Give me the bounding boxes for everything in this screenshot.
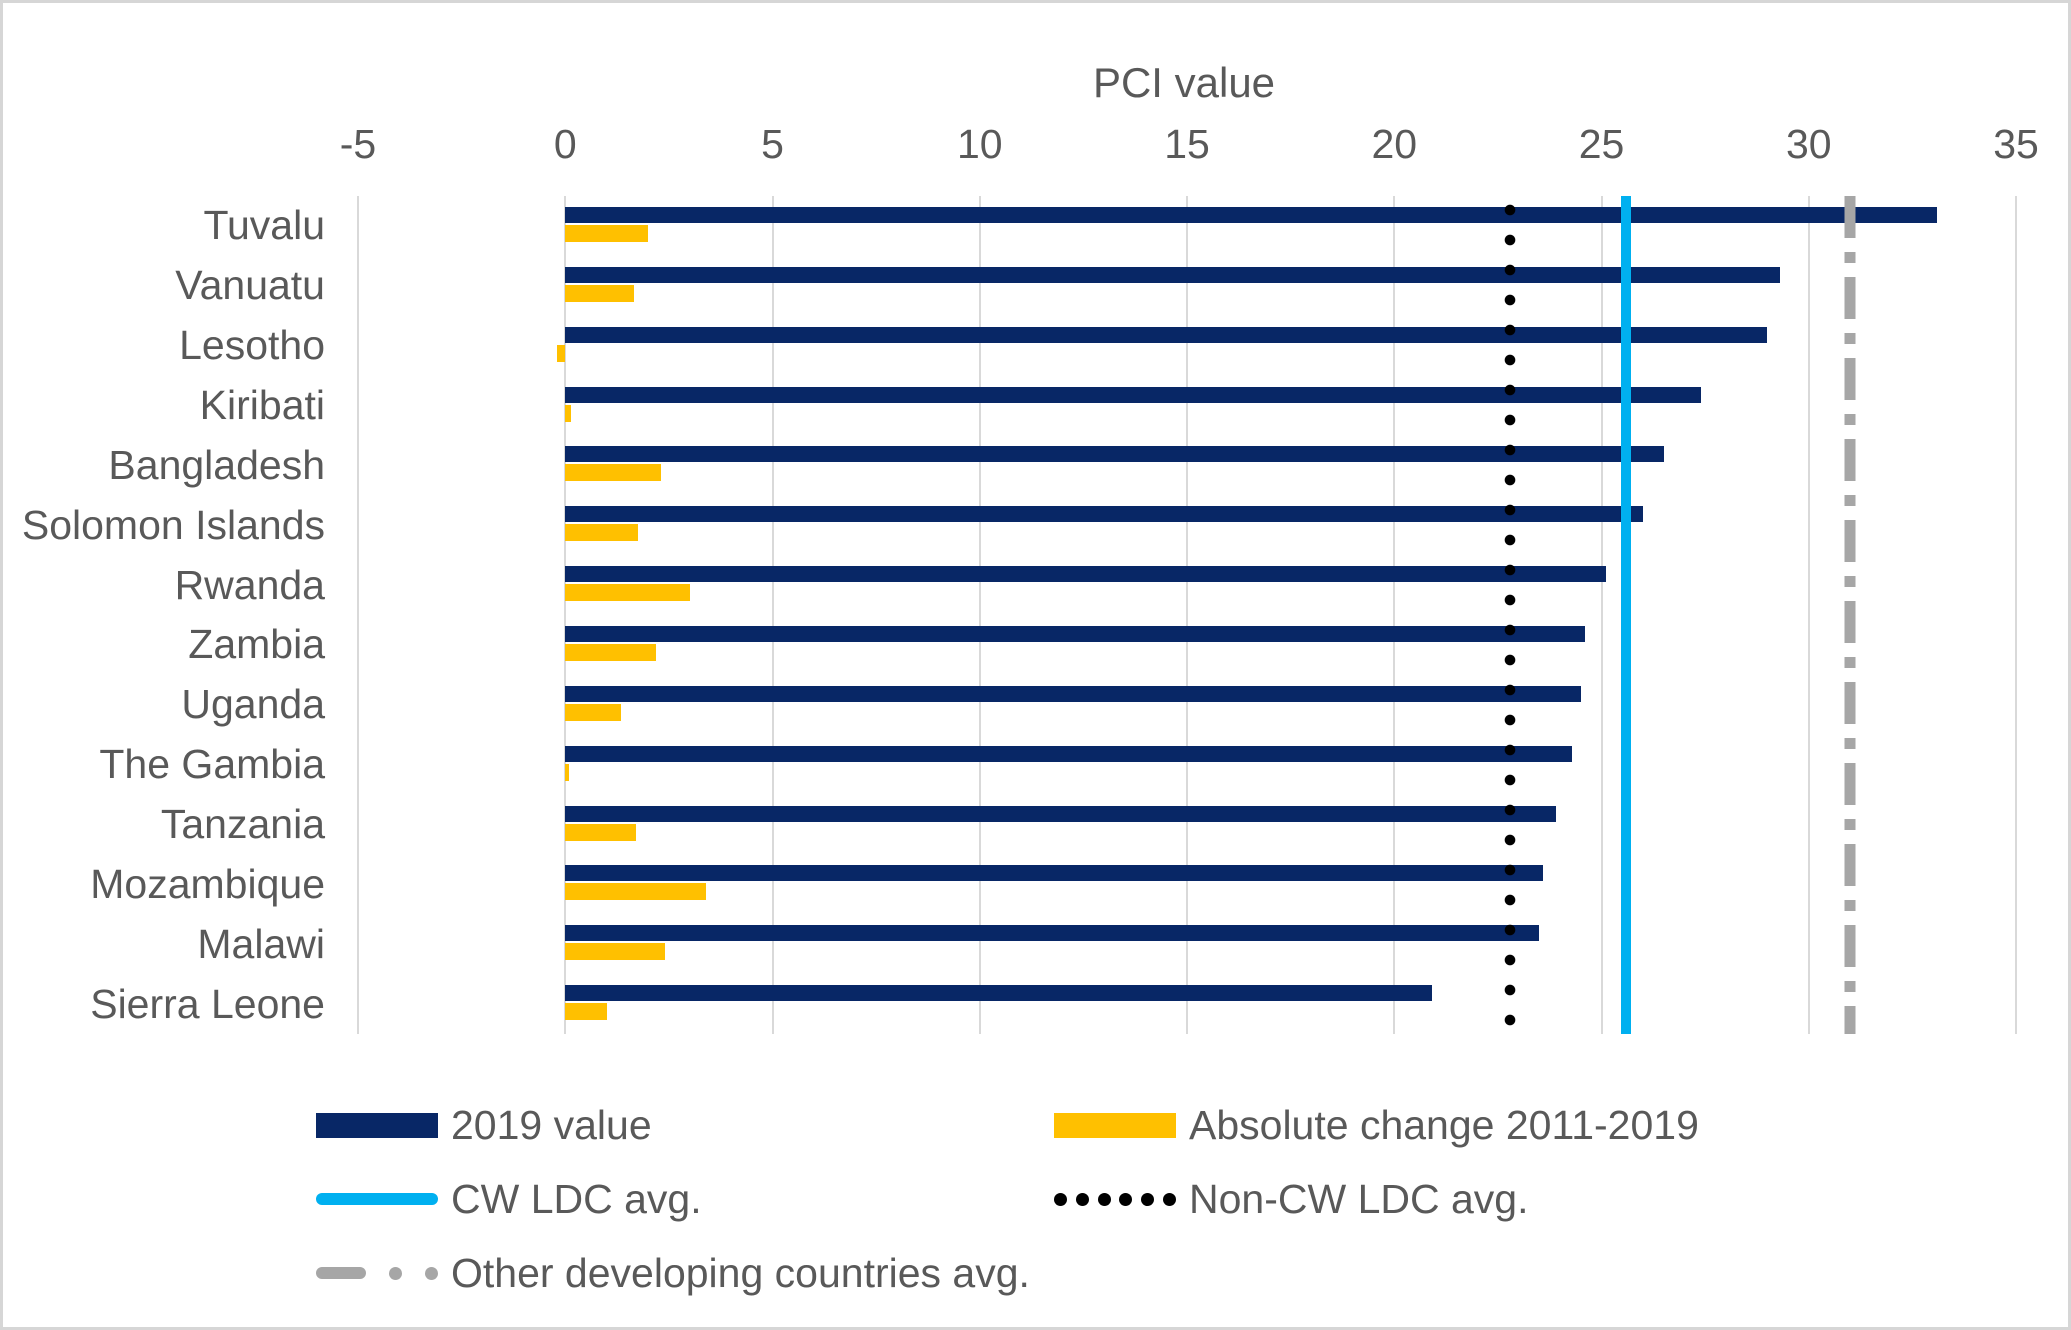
legend-label-cw-ldc-avg: CW LDC avg.	[451, 1175, 702, 1222]
gridline	[1186, 196, 1188, 1034]
bar-2019-value	[565, 805, 1556, 822]
bar-2019-value	[565, 685, 1581, 702]
x-axis-tick-label: 10	[956, 121, 1003, 167]
country-label: Vanuatu	[175, 262, 325, 309]
bar-2019-value	[565, 985, 1432, 1002]
bar-row	[358, 376, 2016, 436]
country-label: The Gambia	[99, 741, 325, 788]
bar-row	[358, 735, 2016, 795]
x-axis-tick-label: 0	[553, 121, 577, 167]
bar-row	[358, 854, 2016, 914]
country-label: Zambia	[188, 621, 325, 668]
legend-label-absolute-change: Absolute change 2011-2019	[1189, 1101, 1699, 1148]
x-axis-tick-label: 30	[1785, 121, 1832, 167]
legend-item-cw-ldc-avg: CW LDC avg.	[316, 1174, 702, 1224]
bar-absolute-change	[565, 404, 572, 422]
country-label: Rwanda	[174, 561, 325, 608]
y-axis-category-labels: Tuvalu Vanuatu Lesotho Kiribati Bangladesh So…	[3, 196, 325, 1034]
bar-2019-value	[565, 865, 1544, 882]
bar-2019-value	[565, 566, 1606, 583]
bar-2019-value	[565, 925, 1540, 942]
bar-row	[358, 196, 2016, 256]
legend-item-non-cw-ldc-avg: Non-CW LDC avg.	[1054, 1174, 1528, 1224]
legend-swatch-cw-ldc-avg	[316, 1193, 438, 1205]
bar-row	[358, 555, 2016, 615]
gridline	[1600, 196, 1603, 1034]
legend: 2019 value Absolute change 2011-2019 CW …	[3, 3, 2068, 1327]
bar-row	[358, 495, 2016, 555]
bar-absolute-change	[565, 1003, 607, 1021]
bar-2019-value	[565, 386, 1701, 403]
gridline	[1807, 196, 1810, 1034]
bar-row	[358, 675, 2016, 735]
legend-swatch-absolute-change	[1054, 1112, 1176, 1138]
bar-absolute-change	[565, 703, 622, 721]
bar-absolute-change	[565, 823, 636, 841]
refline-cw-ldc-avg-	[1621, 196, 1632, 1034]
bar-2019-value	[565, 326, 1768, 343]
bar-2019-value	[565, 506, 1643, 523]
bar-row	[358, 615, 2016, 675]
legend-label-non-cw-ldc-avg: Non-CW LDC avg.	[1189, 1175, 1529, 1222]
bar-rows	[358, 196, 2016, 1034]
gridline	[357, 196, 359, 1034]
country-label: Malawi	[197, 920, 325, 967]
x-axis-tick-label: -5	[339, 121, 377, 167]
refline-other-developing-countries-avg-	[1844, 196, 1856, 1034]
x-axis: -5 0 5 10 15 20 25 30 35	[3, 121, 2068, 171]
legend-swatch-2019-value	[316, 1112, 438, 1138]
bar-2019-value	[565, 207, 1938, 223]
bar-row	[358, 914, 2016, 974]
bar-2019-value	[565, 745, 1573, 762]
x-axis-tick-label: 20	[1371, 121, 1418, 167]
x-axis-tick-label: 5	[761, 121, 784, 167]
country-label: Solomon Islands	[21, 501, 325, 548]
legend-item-absolute-change: Absolute change 2011-2019	[1054, 1100, 1699, 1150]
gridline	[771, 196, 774, 1034]
bar-absolute-change	[565, 584, 690, 602]
x-axis-tick-label: 15	[1164, 121, 1210, 167]
bar-2019-value	[565, 266, 1780, 283]
legend-item-other-developing-avg: Other developing countries avg.	[316, 1248, 1030, 1298]
bar-row	[358, 974, 2016, 1034]
bar-absolute-change	[556, 344, 566, 362]
legend-swatch-non-cw-ldc-avg	[1054, 1192, 1176, 1206]
bar-absolute-change	[565, 464, 661, 482]
gridline	[564, 196, 567, 1034]
bar-absolute-change	[565, 943, 665, 961]
country-label: Sierra Leone	[90, 980, 325, 1027]
plot-area	[357, 196, 2017, 1034]
country-label: Tuvalu	[203, 202, 325, 249]
country-label: Bangladesh	[108, 441, 325, 488]
country-label: Tanzania	[160, 801, 325, 848]
gridline	[1393, 196, 1396, 1034]
bar-absolute-change	[565, 763, 570, 781]
chart-title: PCI value	[1092, 59, 1276, 106]
legend-label-2019-value: 2019 value	[451, 1101, 652, 1148]
legend-item-2019-value: 2019 value	[316, 1100, 652, 1150]
bar-2019-value	[565, 446, 1664, 463]
bar-absolute-change	[565, 524, 638, 542]
x-axis-tick-label: 35	[1993, 121, 2039, 167]
bar-absolute-change	[565, 225, 649, 242]
legend-label-other-developing-avg: Other developing countries avg.	[451, 1249, 1030, 1296]
gridline	[2015, 196, 2017, 1034]
bar-row	[358, 435, 2016, 495]
gridline	[978, 196, 981, 1034]
refline-non-cw-ldc-avg-	[1504, 196, 1516, 1034]
country-label: Kiribati	[199, 382, 325, 428]
bar-row	[358, 795, 2016, 855]
country-label: Uganda	[181, 681, 325, 728]
country-label: Lesotho	[179, 322, 325, 369]
bar-2019-value	[565, 626, 1585, 643]
bar-row	[358, 316, 2016, 376]
country-label: Mozambique	[90, 860, 325, 907]
bar-absolute-change	[565, 284, 634, 302]
legend-swatch-other-developing-avg	[316, 1266, 438, 1280]
bar-absolute-change	[565, 644, 657, 662]
bar-absolute-change	[565, 883, 707, 901]
bar-row	[358, 256, 2016, 316]
x-axis-tick-label: 25	[1578, 121, 1625, 167]
